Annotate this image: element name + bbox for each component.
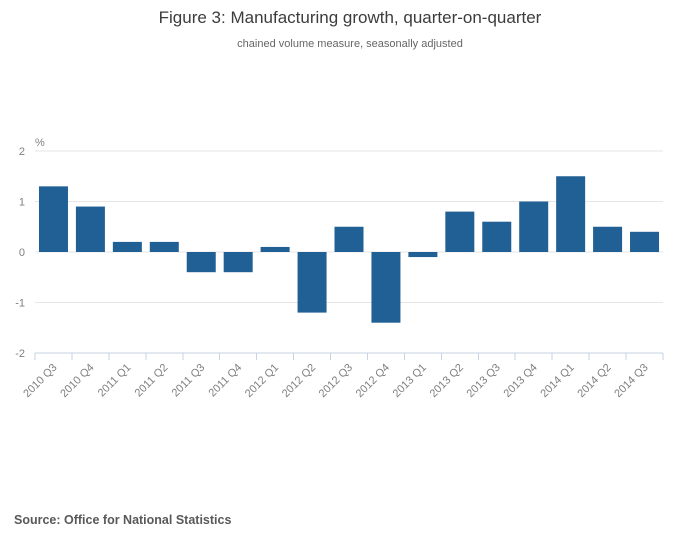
x-tick-label-2011-q1: 2011 Q1 bbox=[96, 362, 134, 400]
chart-subtitle: chained volume measure, seasonally adjus… bbox=[237, 38, 463, 50]
bar-2010-q3 bbox=[38, 186, 68, 252]
x-tick-label-2013-q4: 2013 Q4 bbox=[501, 362, 539, 400]
y-tick-label-1: 1 bbox=[19, 197, 25, 209]
bar-2013-q3 bbox=[482, 221, 512, 252]
bar-2012-q2 bbox=[297, 252, 327, 313]
x-tick-label-2012-q4: 2012 Q4 bbox=[354, 362, 392, 400]
x-tick-label-2011-q4: 2011 Q4 bbox=[207, 362, 245, 400]
x-tick-label-2011-q2: 2011 Q2 bbox=[133, 362, 171, 400]
x-tick-label-2013-q3: 2013 Q3 bbox=[465, 362, 503, 400]
x-tick-label-2014-q3: 2014 Q3 bbox=[612, 362, 650, 400]
y-axis-unit-label: % bbox=[35, 137, 45, 149]
x-tick-label-2012-q3: 2012 Q3 bbox=[317, 362, 355, 400]
bar-2012-q4 bbox=[371, 252, 401, 323]
y-tick-label-0: 0 bbox=[19, 247, 25, 259]
y-tick-label-2: 2 bbox=[19, 146, 25, 158]
x-tick-label-2013-q2: 2013 Q2 bbox=[428, 362, 466, 400]
y-tick-label--2: -2 bbox=[15, 348, 25, 360]
bar-2013-q4 bbox=[519, 201, 549, 252]
bar-2012-q1 bbox=[260, 246, 290, 252]
bar-2014-q3 bbox=[630, 231, 660, 252]
bar-2013-q1 bbox=[408, 252, 438, 258]
bar-2012-q3 bbox=[334, 226, 364, 252]
x-tick-label-2012-q1: 2012 Q1 bbox=[243, 362, 281, 400]
bar-2011-q1 bbox=[112, 241, 142, 252]
x-tick-label-2013-q1: 2013 Q1 bbox=[391, 362, 429, 400]
source-note: Source: Office for National Statistics bbox=[14, 513, 232, 527]
x-tick-label-2010-q4: 2010 Q4 bbox=[58, 362, 96, 400]
bar-2013-q2 bbox=[445, 211, 475, 252]
x-tick-label-2014-q2: 2014 Q2 bbox=[575, 362, 613, 400]
x-tick-label-2012-q2: 2012 Q2 bbox=[280, 362, 318, 400]
bar-2011-q3 bbox=[186, 252, 216, 273]
bar-2014-q1 bbox=[556, 176, 586, 252]
y-tick-label--1: -1 bbox=[15, 298, 25, 310]
bar-2011-q2 bbox=[149, 241, 179, 252]
bar-2014-q2 bbox=[593, 226, 623, 252]
x-tick-label-2010-q3: 2010 Q3 bbox=[21, 362, 59, 400]
chart-title: Figure 3: Manufacturing growth, quarter-… bbox=[158, 8, 542, 27]
x-tick-label-2014-q1: 2014 Q1 bbox=[538, 362, 576, 400]
bar-2010-q4 bbox=[75, 206, 105, 252]
x-tick-label-2011-q3: 2011 Q3 bbox=[170, 362, 208, 400]
bar-2011-q4 bbox=[223, 252, 253, 273]
